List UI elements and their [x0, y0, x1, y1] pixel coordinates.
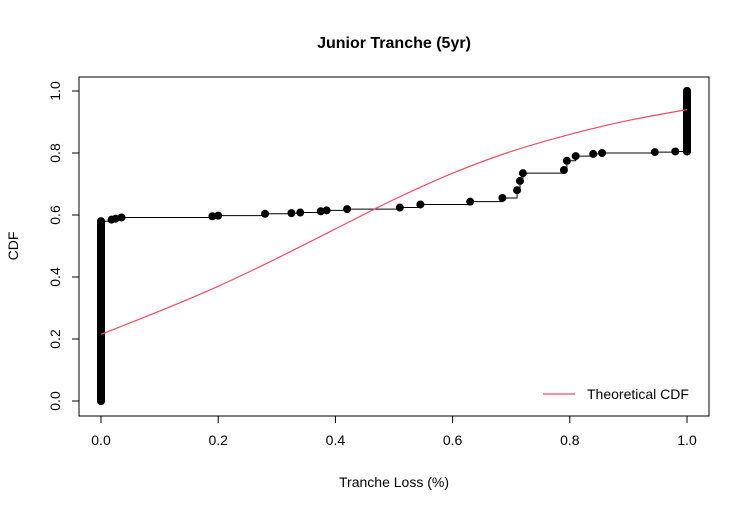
empirical-point: [117, 213, 126, 222]
empirical-point: [296, 208, 305, 217]
legend: Theoretical CDF: [533, 378, 707, 412]
x-axis: 0.0 0.2 0.4 0.6 0.8 1.0: [91, 415, 697, 448]
y-tick-label: 0.2: [47, 329, 63, 349]
empirical-point: [650, 148, 659, 157]
empirical-cdf-line: [100, 91, 688, 401]
empirical-point: [343, 205, 352, 214]
empirical-point: [571, 152, 580, 161]
series-layer: [97, 87, 691, 405]
empirical-point: [598, 149, 607, 157]
empirical-point: [683, 147, 691, 156]
theoretical-cdf-line: [100, 109, 688, 335]
empirical-point: [287, 209, 296, 218]
empirical-point: [513, 186, 522, 195]
empirical-point: [589, 149, 598, 158]
empirical-point: [395, 203, 404, 212]
y-tick-label: 0.8: [47, 143, 63, 163]
empirical-point: [322, 206, 331, 215]
x-axis-label: Tranche Loss (%): [339, 474, 449, 490]
y-tick-label: 0.6: [47, 205, 63, 225]
x-tick-label: 0.0: [91, 432, 111, 448]
y-tick-label: 1.0: [47, 81, 63, 101]
empirical-point: [518, 169, 527, 178]
empirical-point: [261, 209, 270, 218]
y-tick-label: 0.4: [47, 267, 63, 287]
x-tick-label: 0.8: [560, 432, 580, 448]
legend-entry-theoretical: Theoretical CDF: [587, 386, 689, 402]
y-axis: 0.0 0.2 0.4 0.6 0.8 1.0: [47, 81, 80, 411]
empirical-point: [498, 193, 507, 202]
y-tick-label: 0.0: [47, 391, 63, 411]
legend-box: [533, 378, 707, 412]
empirical-point: [316, 207, 325, 216]
plot-box: [78, 76, 710, 417]
chart-title: Junior Tranche (5yr): [317, 35, 471, 52]
x-tick-label: 0.6: [443, 432, 463, 448]
y-axis-label: CDF: [5, 232, 21, 261]
empirical-point: [466, 197, 475, 206]
empirical-point: [515, 176, 524, 185]
x-tick-label: 1.0: [677, 432, 697, 448]
empirical-point: [214, 211, 223, 220]
empirical-point: [416, 200, 425, 209]
empirical-point: [97, 217, 105, 226]
empirical-point: [559, 166, 568, 175]
empirical-point: [97, 397, 105, 405]
empirical-point: [562, 156, 571, 165]
empirical-point: [208, 212, 217, 221]
empirical-point: [683, 87, 691, 95]
x-tick-label: 0.4: [326, 432, 346, 448]
x-tick-label: 0.2: [208, 432, 228, 448]
empirical-point: [671, 147, 680, 156]
